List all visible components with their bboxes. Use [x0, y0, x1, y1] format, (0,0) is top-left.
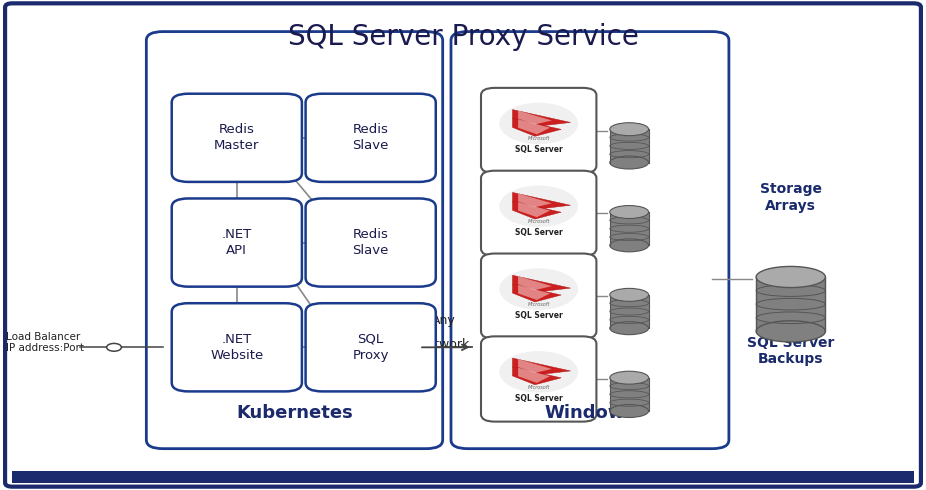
Polygon shape — [518, 111, 552, 124]
Text: Any: Any — [432, 314, 456, 327]
Bar — [757, 277, 825, 331]
Polygon shape — [518, 368, 550, 383]
Bar — [610, 295, 648, 328]
Text: SQL Server
Backups: SQL Server Backups — [747, 336, 834, 366]
Bar — [610, 378, 648, 411]
Text: Microsoft: Microsoft — [528, 137, 550, 142]
Ellipse shape — [610, 322, 648, 335]
Text: SQL Server: SQL Server — [515, 311, 563, 320]
Ellipse shape — [610, 405, 648, 417]
Polygon shape — [518, 359, 552, 373]
FancyBboxPatch shape — [306, 94, 436, 182]
Text: Microsoft: Microsoft — [528, 385, 550, 390]
Polygon shape — [518, 202, 550, 217]
Polygon shape — [512, 358, 570, 375]
Text: Load Balancer
IP address:Port: Load Balancer IP address:Port — [6, 332, 84, 353]
FancyBboxPatch shape — [451, 31, 729, 449]
FancyBboxPatch shape — [171, 94, 302, 182]
FancyBboxPatch shape — [481, 253, 596, 339]
Ellipse shape — [610, 289, 648, 301]
Circle shape — [106, 343, 121, 351]
Polygon shape — [512, 367, 561, 385]
Text: SQL Server: SQL Server — [515, 228, 563, 237]
Circle shape — [499, 186, 578, 227]
FancyBboxPatch shape — [306, 198, 436, 287]
Circle shape — [499, 103, 578, 144]
Polygon shape — [518, 119, 550, 134]
Text: Storage
Arrays: Storage Arrays — [759, 182, 821, 213]
Text: Windows: Windows — [544, 404, 635, 422]
Bar — [12, 470, 914, 483]
Polygon shape — [518, 194, 552, 207]
Circle shape — [499, 351, 578, 392]
Polygon shape — [512, 201, 561, 219]
FancyBboxPatch shape — [171, 198, 302, 287]
Text: SQL
Proxy: SQL Proxy — [353, 333, 389, 362]
Text: Redis
Master: Redis Master — [214, 123, 259, 152]
Ellipse shape — [610, 371, 648, 384]
Polygon shape — [512, 193, 570, 209]
Polygon shape — [512, 275, 570, 292]
Ellipse shape — [610, 205, 648, 219]
Polygon shape — [518, 285, 550, 300]
Text: SQL Server: SQL Server — [515, 393, 563, 403]
Text: Network: Network — [418, 339, 469, 351]
Ellipse shape — [610, 156, 648, 169]
Polygon shape — [512, 119, 561, 136]
Polygon shape — [512, 110, 570, 126]
Bar — [610, 129, 648, 163]
Ellipse shape — [757, 267, 825, 288]
FancyBboxPatch shape — [481, 336, 596, 421]
Ellipse shape — [610, 239, 648, 252]
Text: Microsoft: Microsoft — [528, 220, 550, 224]
Ellipse shape — [757, 321, 825, 342]
Bar — [610, 212, 648, 245]
Text: Kubernetes: Kubernetes — [236, 404, 353, 422]
Text: Microsoft: Microsoft — [528, 302, 550, 307]
Text: .NET
API: .NET API — [221, 228, 252, 257]
FancyBboxPatch shape — [481, 88, 596, 173]
Text: SQL Server Proxy Service: SQL Server Proxy Service — [288, 24, 638, 51]
Text: .NET
Website: .NET Website — [210, 333, 263, 362]
Text: SQL Server: SQL Server — [515, 145, 563, 154]
FancyBboxPatch shape — [171, 303, 302, 392]
FancyBboxPatch shape — [481, 171, 596, 256]
Polygon shape — [512, 284, 561, 302]
FancyBboxPatch shape — [146, 31, 443, 449]
Polygon shape — [518, 276, 552, 290]
Ellipse shape — [610, 122, 648, 136]
Text: Redis
Slave: Redis Slave — [353, 228, 389, 257]
Circle shape — [499, 269, 578, 310]
FancyBboxPatch shape — [306, 303, 436, 392]
Text: Redis
Slave: Redis Slave — [353, 123, 389, 152]
